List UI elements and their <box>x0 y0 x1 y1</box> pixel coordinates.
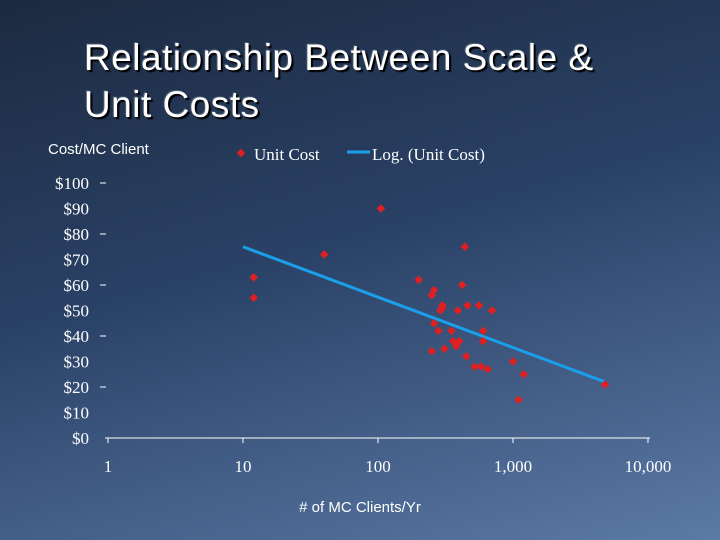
data-point <box>487 306 497 315</box>
x-tick-label: 100 <box>365 457 391 476</box>
data-point <box>470 362 479 371</box>
data-point <box>478 336 488 346</box>
data-point <box>508 357 518 366</box>
x-tick-label: 10 <box>235 457 252 476</box>
x-axis-label: # of MC Clients/Yr <box>299 499 421 516</box>
data-point <box>320 250 329 259</box>
data-point <box>476 362 486 371</box>
data-point <box>429 285 439 295</box>
data-point <box>460 242 470 251</box>
y-tick-label: $30 <box>64 353 90 372</box>
data-point <box>249 273 258 282</box>
y-tick-label: $20 <box>64 378 90 397</box>
trendline-log-unit-cost <box>242 245 606 384</box>
x-tick-label: 10,000 <box>625 457 672 476</box>
y-tick-label: $60 <box>64 276 90 295</box>
data-point <box>440 344 449 353</box>
y-tick-label: $10 <box>64 404 90 423</box>
data-point <box>414 275 423 285</box>
data-point <box>438 303 447 313</box>
legend-marker-unit-cost <box>236 148 246 158</box>
trendline-layer <box>242 245 606 384</box>
data-point <box>455 336 464 346</box>
y-tick-label: $100 <box>55 174 89 193</box>
y-axis-label: Cost/MC Client <box>48 141 150 158</box>
data-point <box>478 326 488 336</box>
y-tick-label: $70 <box>64 251 90 270</box>
y-tick-label: $40 <box>64 327 90 346</box>
data-points-layer <box>249 204 610 404</box>
x-tick-label: 1,000 <box>494 457 532 476</box>
y-axis: $0 $10 $20 $30 $40 $50 $60 $70 $80 $90 $100 <box>55 174 106 448</box>
x-axis: 1 10 100 1,000 10,000 <box>104 438 672 476</box>
data-point <box>429 319 439 328</box>
data-point <box>514 395 523 404</box>
data-point <box>447 326 456 336</box>
y-tick-label: $90 <box>64 200 90 219</box>
data-point <box>376 204 386 213</box>
data-point <box>457 280 467 290</box>
data-point <box>474 301 484 310</box>
data-point <box>600 380 610 389</box>
y-tick-label: $50 <box>64 302 90 321</box>
data-point <box>453 306 463 315</box>
data-point <box>434 326 443 336</box>
x-tick-label: 1 <box>104 457 113 476</box>
legend-label-log-unit-cost: Log. (Unit Cost) <box>372 145 485 164</box>
data-point <box>519 370 528 379</box>
data-point <box>463 301 472 310</box>
y-tick-label: $0 <box>72 429 89 448</box>
data-point <box>249 293 258 302</box>
y-tick-label: $80 <box>64 225 90 244</box>
data-point <box>461 352 471 361</box>
chart-legend: Unit Cost Log. (Unit Cost) <box>236 145 485 164</box>
data-point <box>483 364 492 374</box>
slide-title: Relationship Between Scale & Unit Costs <box>84 37 594 125</box>
legend-label-unit-cost: Unit Cost <box>254 145 320 164</box>
data-point <box>427 347 436 356</box>
